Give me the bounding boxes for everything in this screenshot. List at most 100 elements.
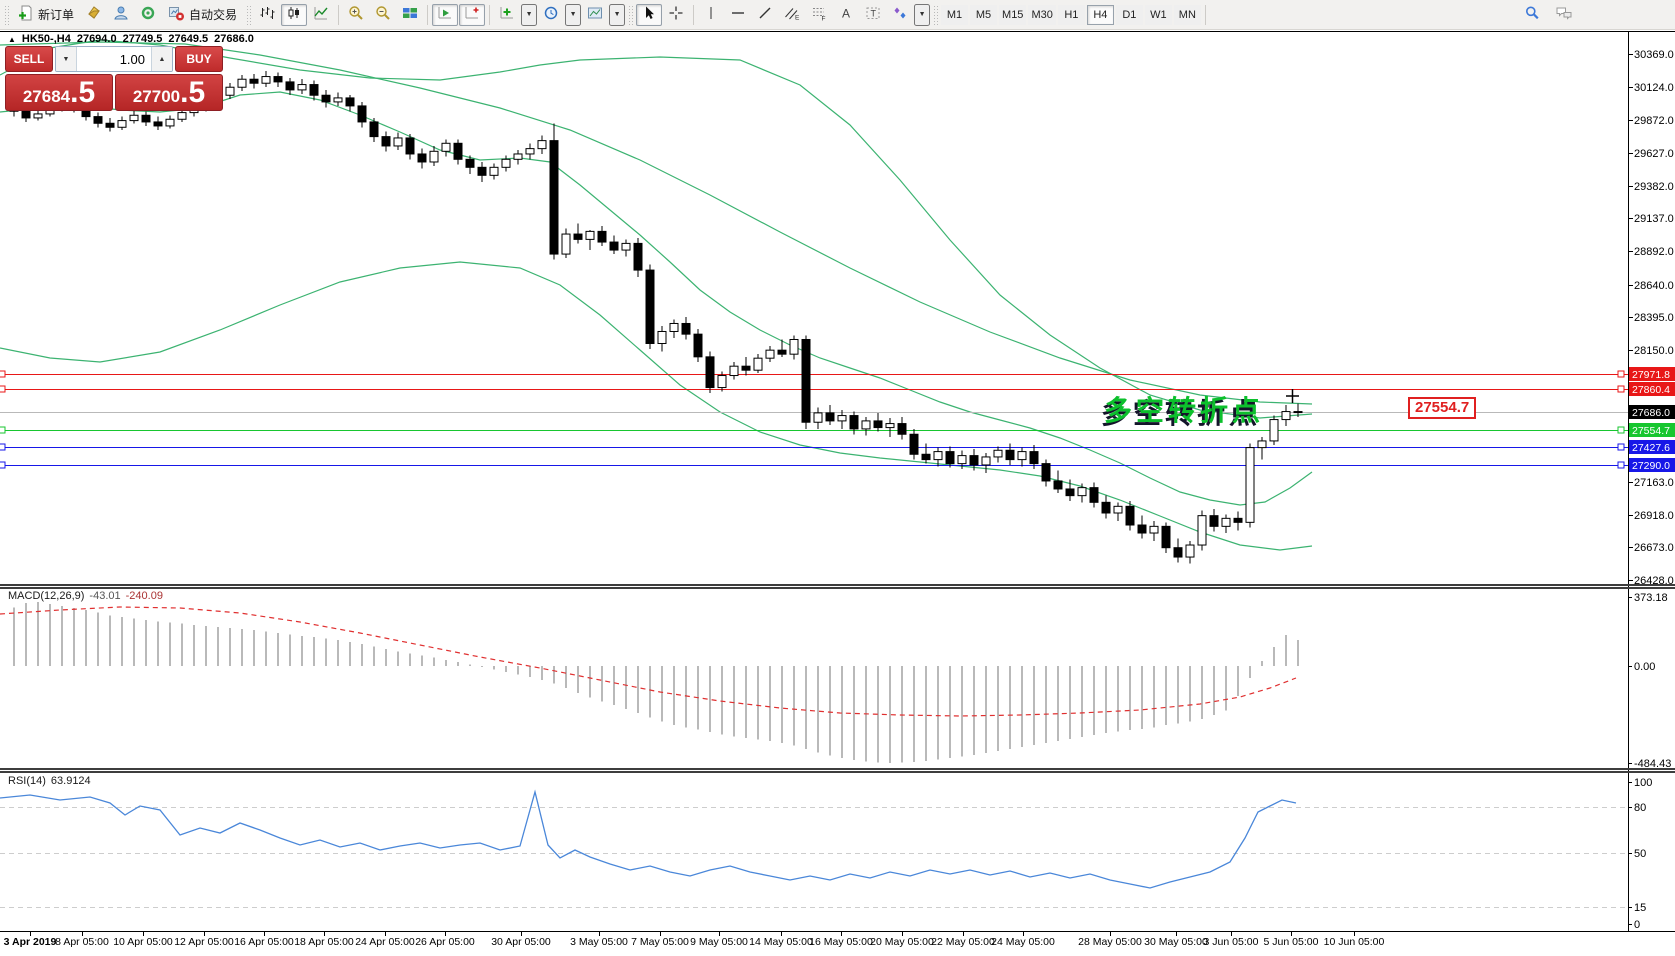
time-axis-label: 3 Jun 05:00: [1203, 936, 1259, 948]
candlestick-chart-button[interactable]: [281, 3, 308, 26]
price-tick-label: 30369.0: [1634, 49, 1674, 61]
template-icon: [587, 5, 603, 24]
search-button[interactable]: [1519, 4, 1545, 26]
time-axis-label: 7 May 05:00: [631, 936, 689, 948]
buy-price-panel[interactable]: 27700 .5: [115, 74, 223, 111]
indicator-tick-label: 100: [1634, 777, 1652, 789]
arrows-icon: [892, 5, 908, 24]
toolbar-grip: [933, 4, 939, 25]
arrows-dropdown-caret[interactable]: ▼: [914, 3, 931, 26]
chart-shift-button[interactable]: [459, 3, 486, 26]
timeframe-m15-button[interactable]: M15: [999, 4, 1027, 25]
zoom-in-button[interactable]: [343, 4, 369, 26]
time-axis-label: 24 Apr 05:00: [355, 936, 415, 948]
cursor-icon: [641, 5, 657, 24]
price-line-label: 27686.0: [1632, 407, 1670, 419]
price-tick-label: 29627.0: [1634, 148, 1674, 160]
templates-dropdown-caret[interactable]: ▼: [609, 3, 626, 26]
volume-increase-button[interactable]: ▲: [151, 47, 172, 71]
news-button[interactable]: [135, 4, 161, 26]
line-chart-icon: [313, 5, 329, 24]
bull-bear-turning-point-annotation: 多空转折点: [1104, 395, 1265, 426]
volume-decrease-button[interactable]: ▼: [56, 47, 77, 71]
indicators-dropdown-caret[interactable]: ▼: [521, 3, 538, 26]
trendline-tool-button[interactable]: [752, 4, 778, 26]
periods-button[interactable]: [538, 4, 564, 26]
toolbar-grip: [246, 4, 252, 25]
sell-button[interactable]: SELL: [5, 46, 53, 72]
vertical-line-tool-button[interactable]: [698, 4, 724, 26]
price-tick-label: 29872.0: [1634, 115, 1674, 127]
equidistant-channel-tool-button[interactable]: E: [779, 4, 805, 26]
search-icon: [1524, 5, 1540, 24]
timeframe-d1-button[interactable]: D1: [1115, 4, 1143, 25]
arrows-tool-button[interactable]: [887, 4, 913, 26]
price-tick-label: 29382.0: [1634, 181, 1674, 193]
bar-chart-button[interactable]: [254, 4, 280, 26]
history-center-button[interactable]: [81, 4, 107, 26]
indicators-icon: [499, 5, 515, 24]
channel-icon: E: [784, 5, 800, 24]
timeframe-h4-button[interactable]: H4: [1086, 4, 1114, 25]
time-axis-label: 24 May 05:00: [991, 936, 1055, 948]
chat-bubbles-icon: [1555, 5, 1573, 24]
clock-icon: [543, 5, 559, 24]
timeframe-group: M1 M5 M15 M30 H1 H4 D1 W1 MN: [941, 4, 1201, 25]
price-axis: 30369.0 30124.0 29872.0 29627.0 29382.0 29137…: [1628, 49, 1675, 931]
fibonacci-tool-button[interactable]: F: [806, 4, 832, 26]
price-tick-label: 26673.0: [1634, 542, 1674, 554]
trendline-icon: [757, 5, 773, 24]
price-tick-label: 26428.0: [1634, 575, 1674, 587]
periods-dropdown-caret[interactable]: ▼: [565, 3, 582, 26]
timeframe-m1-button[interactable]: M1: [941, 4, 969, 25]
person-icon: [113, 5, 129, 24]
toolbar-separator: [338, 4, 340, 25]
line-chart-button[interactable]: [308, 4, 334, 26]
collapse-quote-icon[interactable]: ▲: [8, 34, 16, 44]
timeframe-m30-button[interactable]: M30: [1028, 4, 1056, 25]
crosshair-button[interactable]: [663, 4, 689, 26]
timeframe-mn-button[interactable]: MN: [1173, 4, 1201, 25]
new-order-label: 新订单: [38, 8, 75, 22]
buy-price-dec: .5: [180, 76, 206, 109]
time-axis-label: 12 Apr 05:00: [174, 936, 234, 948]
auto-scroll-button[interactable]: [432, 3, 459, 26]
time-axis-label: 8 Apr 05:00: [55, 936, 109, 948]
indicators-button[interactable]: [494, 4, 520, 26]
text-label-icon: T: [865, 5, 881, 24]
plus-marker: [1286, 389, 1299, 403]
text-icon: A: [838, 5, 854, 24]
crosshair-icon: [668, 5, 684, 24]
tile-windows-button[interactable]: [397, 4, 423, 26]
volume-value[interactable]: 1.00: [119, 51, 145, 67]
text-label-tool-button[interactable]: T: [860, 4, 886, 26]
one-click-trading-panel: SELL ▼ 1.00 ▲ BUY 27684 .5 27700 .5: [5, 46, 223, 111]
indicator-tick-label: -484.43: [1634, 758, 1671, 770]
community-chat-button[interactable]: [1551, 4, 1577, 26]
auto-trading-button[interactable]: 自动交易: [162, 4, 243, 26]
text-tool-button[interactable]: A: [833, 4, 859, 26]
time-axis-label: 10 Jun 05:00: [1323, 936, 1385, 948]
sell-price-panel[interactable]: 27684 .5: [5, 74, 113, 111]
toolbar-separator: [1204, 4, 1206, 25]
timeframe-w1-button[interactable]: W1: [1144, 4, 1172, 25]
accounts-button[interactable]: [108, 4, 134, 26]
horizontal-line-tool-button[interactable]: [725, 4, 751, 26]
timeframe-m5-button[interactable]: M5: [970, 4, 998, 25]
new-order-button[interactable]: 新订单: [12, 4, 80, 26]
price-tick-label: 29137.0: [1634, 213, 1674, 225]
auto-trading-icon: [168, 5, 185, 24]
book-icon: [86, 5, 102, 24]
zoom-out-button[interactable]: [370, 4, 396, 26]
price-tick-label: 28892.0: [1634, 246, 1674, 258]
price-line-label: 27290.0: [1632, 460, 1670, 472]
buy-price-int: 27700: [132, 87, 181, 106]
templates-button[interactable]: [582, 4, 608, 26]
timeframe-h1-button[interactable]: H1: [1057, 4, 1085, 25]
time-axis-label: 26 Apr 05:00: [415, 936, 475, 948]
cursor-button[interactable]: [636, 3, 663, 26]
buy-button[interactable]: BUY: [175, 46, 223, 72]
rsi-level-lines: [0, 807, 1628, 908]
price-line-label: 27554.7: [1632, 425, 1670, 437]
